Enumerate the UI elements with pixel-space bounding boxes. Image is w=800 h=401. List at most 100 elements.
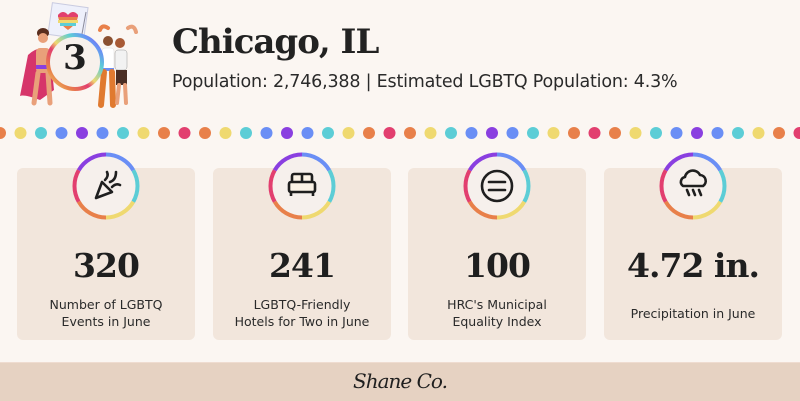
party-popper-icon [94, 170, 122, 200]
decor-dot [629, 127, 642, 139]
icon-ring [268, 152, 336, 220]
decor-dot [527, 127, 539, 139]
ring-segment [718, 169, 727, 203]
decor-dot [445, 127, 457, 139]
hero-illustration: 3 [0, 0, 170, 120]
ring-background [466, 155, 528, 217]
icon-ring [659, 152, 727, 220]
decor-dot [711, 127, 724, 139]
rank-badge [46, 33, 104, 91]
stat-label-line: Hotels for Two in June [234, 314, 370, 329]
icon-ring [72, 152, 140, 220]
ring-segment [663, 152, 694, 172]
ring-segment [272, 200, 303, 220]
decor-dot [424, 127, 437, 139]
decor-dot [486, 127, 498, 139]
footer-bar: Shane Co. [0, 362, 800, 401]
ring-segment [467, 152, 498, 172]
decor-dot [732, 127, 744, 139]
decor-dot [240, 127, 252, 139]
decor-dot [0, 127, 6, 139]
stat-label-line: Events in June [61, 314, 151, 329]
ring-segment [327, 169, 336, 203]
decor-dot [588, 127, 601, 139]
stat-label: LGBTQ-Friendly Hotels for Two in June [219, 296, 385, 330]
ring-segment [268, 169, 277, 203]
rank-number: 3 [63, 38, 87, 78]
decor-dot [752, 127, 765, 139]
ring-segment [76, 152, 107, 172]
ring-segment [301, 152, 332, 172]
ring-segment [463, 169, 472, 203]
bed-icon [287, 172, 317, 196]
stat-value: 4.72 in. [627, 246, 760, 285]
stat-label-line: Number of LGBTQ [49, 297, 163, 312]
stat-label: Number of LGBTQ Events in June [23, 296, 189, 330]
dot-row [0, 127, 800, 139]
decor-dot [199, 127, 211, 139]
decor-dot [14, 127, 27, 139]
ring-segment [659, 169, 668, 203]
ring-segment [105, 200, 136, 220]
decor-dot [76, 127, 88, 139]
person-left-illustration [20, 28, 54, 106]
ring-segment [272, 152, 303, 172]
decor-dot [158, 127, 170, 139]
ring-segment [72, 169, 81, 203]
decor-dot [465, 127, 478, 139]
ring-segment [663, 200, 694, 220]
ring-segment [692, 152, 723, 172]
decor-dot [322, 127, 334, 139]
decor-dot [117, 127, 129, 139]
stat-card-precipitation: 4.72 in. Precipitation in June [604, 152, 782, 340]
ring-segment [467, 200, 498, 220]
decor-dot [281, 127, 293, 139]
decor-dot [650, 127, 662, 139]
decor-dot [547, 127, 560, 139]
decor-dot [96, 127, 109, 139]
decor-dot [35, 127, 47, 139]
decorative-dot-divider [0, 125, 800, 141]
decor-dot [301, 127, 314, 139]
decor-dot [260, 127, 273, 139]
decor-dot [383, 127, 396, 139]
stat-card-events: 320 Number of LGBTQ Events in June [17, 152, 195, 340]
decor-dot [404, 127, 416, 139]
decor-dot [773, 127, 785, 139]
decor-dot [178, 127, 191, 139]
icon-ring [463, 152, 531, 220]
decor-dot [506, 127, 519, 139]
stat-label: HRC's Municipal Equality Index [414, 296, 580, 330]
ring-segment [105, 152, 136, 172]
decor-dot [670, 127, 683, 139]
decor-dot [363, 127, 375, 139]
ring-segment [522, 169, 531, 203]
ring-segment [131, 169, 140, 203]
city-title: Chicago, IL [172, 22, 379, 62]
stat-label-line: Equality Index [452, 314, 542, 329]
rain-cloud-icon [679, 169, 707, 197]
ring-segment [496, 152, 527, 172]
stat-label-line: Precipitation in June [630, 306, 756, 321]
stat-card-equality: 100 HRC's Municipal Equality Index [408, 152, 586, 340]
ring-segment [76, 200, 107, 220]
decor-dot [691, 127, 703, 139]
equal-sign-icon [480, 169, 514, 203]
stat-label-line: HRC's Municipal [447, 297, 547, 312]
brand-logo[interactable]: Shane Co. [353, 369, 448, 393]
ring-segment [692, 200, 723, 220]
heart-sign-icon [47, 2, 89, 46]
decor-dot [137, 127, 150, 139]
decor-dot [568, 127, 580, 139]
stat-card-hotels: 241 LGBTQ-Friendly Hotels for Two in Jun… [213, 152, 391, 340]
decor-dot [219, 127, 232, 139]
decor-dot [793, 127, 800, 139]
couple-illustration [98, 24, 138, 108]
stat-label: Precipitation in June [610, 305, 776, 322]
decor-dot [55, 127, 68, 139]
decor-dot [609, 127, 621, 139]
decor-dot [342, 127, 355, 139]
people-celebrating-illustration [20, 2, 138, 108]
stat-label-line: LGBTQ-Friendly [253, 297, 351, 312]
stat-value: 100 [464, 246, 531, 285]
